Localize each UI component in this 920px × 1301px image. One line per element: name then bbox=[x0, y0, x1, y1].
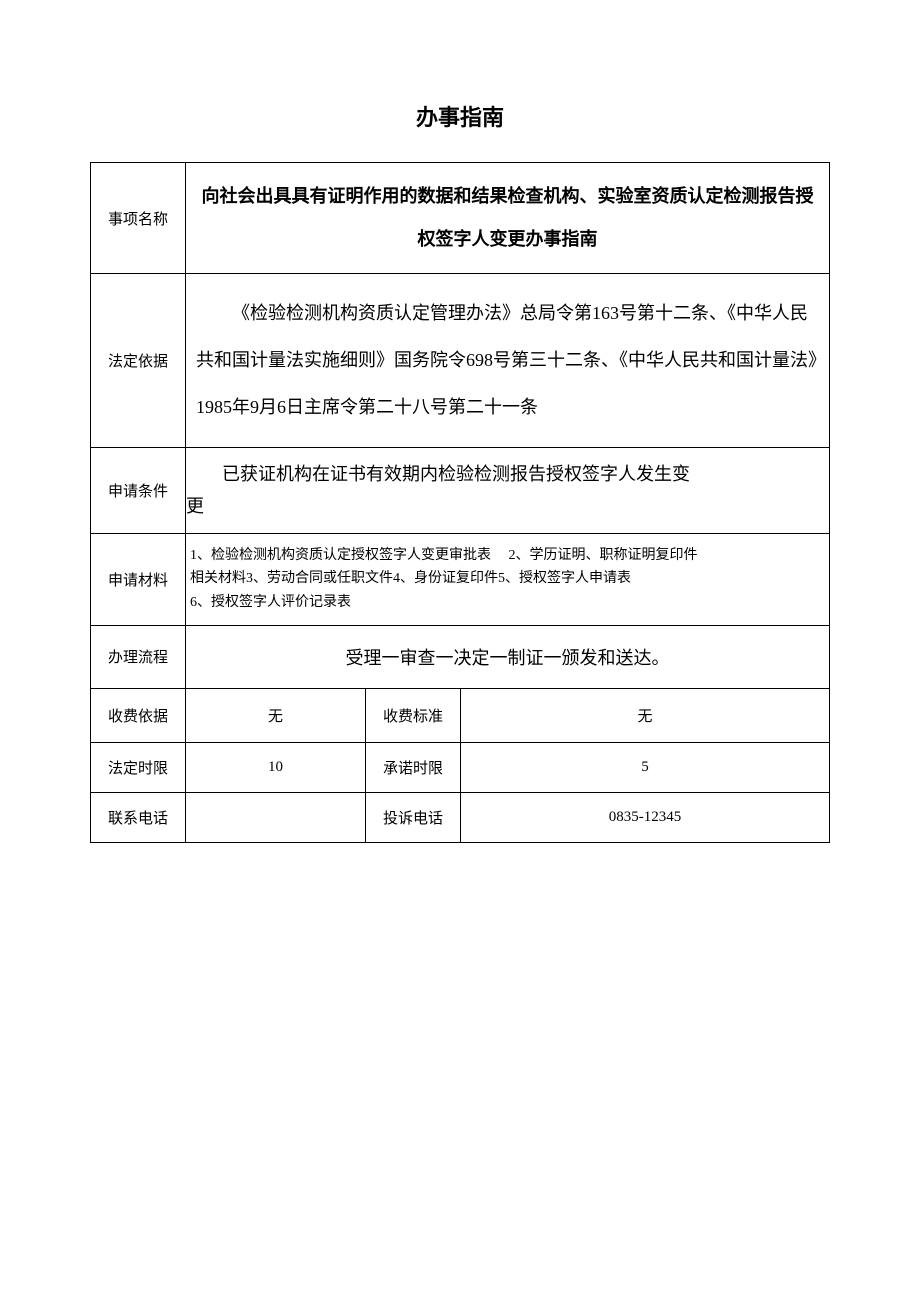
materials-line2: 相关材料3、劳动合同或任职文件4、身份证复印件5、授权签字人申请表 bbox=[190, 571, 631, 586]
item-name-label: 事项名称 bbox=[91, 163, 186, 274]
contact-phone-label: 联系电话 bbox=[91, 792, 186, 842]
legal-basis-label: 法定依据 bbox=[91, 274, 186, 447]
materials-line1: 1、检验检测机构资质认定授权签字人变更审批表 2、学历证明、职称证明复印件 bbox=[190, 548, 698, 563]
fee-basis-value: 无 bbox=[186, 688, 366, 742]
fee-basis-label: 收费依据 bbox=[91, 688, 186, 742]
document-title: 办事指南 bbox=[90, 100, 830, 132]
process-value: 受理一审查一决定一制证一颁发和送达。 bbox=[186, 625, 830, 688]
item-name-value: 向社会出具具有证明作用的数据和结果检查机构、实验室资质认定检测报告授权签字人变更… bbox=[186, 163, 830, 274]
condition-line2: 更 bbox=[186, 496, 204, 516]
condition-line1: 已获证机构在证书有效期内检验检测报告授权签字人发生变 bbox=[186, 464, 690, 484]
promise-time-value: 5 bbox=[461, 742, 830, 792]
guide-table: 事项名称 向社会出具具有证明作用的数据和结果检查机构、实验室资质认定检测报告授权… bbox=[90, 162, 830, 843]
condition-label: 申请条件 bbox=[91, 447, 186, 533]
complaint-phone-value: 0835-12345 bbox=[461, 792, 830, 842]
materials-line3: 6、授权签字人评价记录表 bbox=[190, 595, 351, 610]
legal-basis-value: 《检验检测机构资质认定管理办法》总局令第163号第十二条、《中华人民共和国计量法… bbox=[186, 274, 830, 447]
legal-time-label: 法定时限 bbox=[91, 742, 186, 792]
process-label: 办理流程 bbox=[91, 625, 186, 688]
fee-standard-label: 收费标准 bbox=[366, 688, 461, 742]
complaint-phone-label: 投诉电话 bbox=[366, 792, 461, 842]
condition-value: 已获证机构在证书有效期内检验检测报告授权签字人发生变 更 bbox=[186, 447, 830, 533]
fee-standard-value: 无 bbox=[461, 688, 830, 742]
materials-label: 申请材料 bbox=[91, 533, 186, 625]
legal-time-value: 10 bbox=[186, 742, 366, 792]
promise-time-label: 承诺时限 bbox=[366, 742, 461, 792]
contact-phone-value bbox=[186, 792, 366, 842]
materials-value: 1、检验检测机构资质认定授权签字人变更审批表 2、学历证明、职称证明复印件 相关… bbox=[186, 533, 830, 625]
